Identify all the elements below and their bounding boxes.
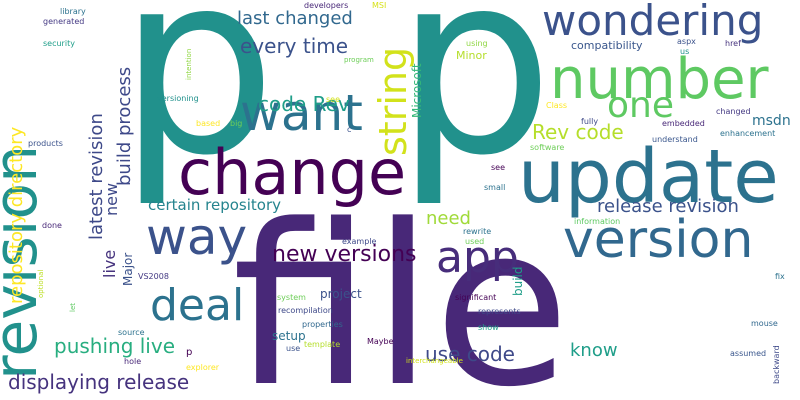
word-string: string [371,46,415,156]
word-significant: significant [455,293,497,302]
word-us: us [680,47,690,56]
word-way: way [146,208,248,266]
word-number: number [550,47,769,112]
word-properties: properties [302,320,343,329]
word-hole: hole [124,357,142,366]
word-versioning: versioning [157,94,199,103]
word-new: new [102,182,121,216]
word-wondering: wondering [542,0,764,45]
word-want: want [240,84,363,142]
word-build-process: build process [114,66,135,186]
word-big: big [230,119,243,128]
word-software: software [530,143,565,152]
word-based: based [196,119,221,128]
word-new-versions: new versions [272,242,417,267]
word-need: need [426,208,471,229]
word-microsoft: Microsoft [410,63,424,118]
word-using: using [466,39,488,48]
word-fix: fix [775,272,785,281]
word-optional: optional [37,269,45,298]
word-show: show [478,323,499,332]
word-release-revision: release revision [597,196,739,217]
word-p-1: p [118,0,277,210]
word-developers: developers [304,1,349,10]
word-embedded: embedded [662,119,705,128]
word-setup: setup [272,329,306,343]
word-changed: changed [716,107,751,116]
word-enhancement: enhancement [720,129,776,138]
word-used: used [465,237,485,246]
word-rev-code: Rev code [532,120,624,144]
word-use-code: use code [425,342,515,366]
word-assumed: assumed [730,349,767,358]
word-every-time: every time [240,34,349,58]
word-code-rev: code Rev [258,92,350,116]
word-small: small [484,183,506,192]
word-template: template [304,340,341,349]
word-major: Major [121,252,135,286]
word-mouse: mouse [751,319,778,328]
word-interchangeable: interchangeable [406,357,463,365]
word-msi: MSI [372,1,387,10]
word-minor: Minor [456,49,487,62]
word-let: let [69,303,77,312]
word-update: update [518,134,779,220]
word-generated: generated [43,17,85,26]
word-see-1: see [491,163,506,172]
word-p-small: p [186,347,193,358]
word-one: one [607,85,674,126]
word-c: c [347,125,352,134]
word-displaying-release: displaying release [8,370,190,394]
word-aspx: aspx [677,37,696,46]
word-pushing-live: pushing live [54,334,176,358]
word-build: build [511,266,525,296]
word-change: change [178,136,407,209]
word-href: href [725,39,741,48]
word-compatibility: compatibility [571,39,643,52]
word-security: security [43,39,75,48]
word-project: project [320,287,362,301]
word-done: done [42,221,62,230]
word-deal: deal [150,280,245,331]
word-live: live [100,249,119,278]
word-source: source [118,328,145,337]
word-last-changed: last changed [237,8,353,29]
word-file: file [232,178,571,400]
word-program: program [344,56,374,64]
word-p-2: p [395,0,554,210]
word-recompilation: recompilation [278,306,333,315]
word-use: use [286,344,301,353]
word-vs2008: VS2008 [138,272,169,281]
word-backward: backward [772,345,781,384]
word-know: know [570,340,618,361]
word-version: version [563,210,754,270]
word-explorer: explorer [186,363,220,372]
word-certain-repository: certain repository [148,196,282,214]
word-msdn: msdn [752,113,791,129]
word-repository-directory: repository directory [6,126,27,304]
word-library: library [60,7,86,16]
word-maybe: Maybe [367,337,394,346]
word-app: app [436,232,519,283]
word-understand: understand [652,135,698,144]
word-information: information [574,217,621,226]
word-system: system [277,293,306,302]
word-example: example [342,237,377,246]
word-see-2: see [326,95,341,104]
word-class: Class [546,101,568,110]
word-rewrite: rewrite [463,227,492,236]
word-intention: intention [185,48,193,80]
word-latest-revision: latest revision [86,113,107,240]
word-fully: fully [581,117,599,126]
word-represents: represents [478,307,521,316]
word-products: products [28,139,63,148]
